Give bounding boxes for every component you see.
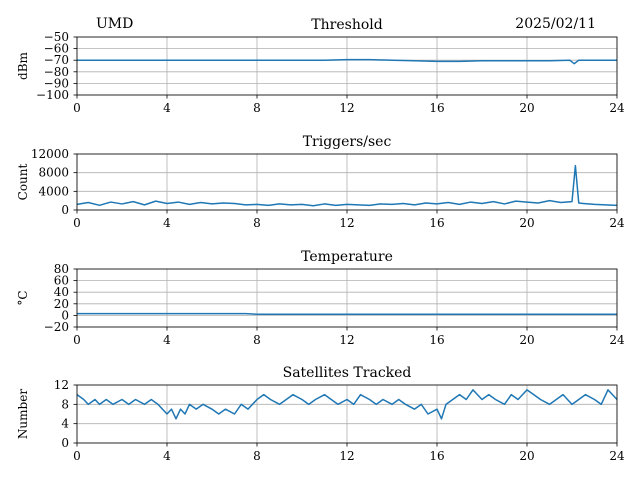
threshold-xtick-label-5: 20 [519,101,534,115]
satellites-xtick-label-0: 0 [73,449,81,463]
threshold-ytick-label-1: −90 [44,76,69,90]
triggers-xtick-label-6: 24 [609,216,625,230]
threshold-ytick-label-4: −60 [44,42,69,56]
triggers-xtick-label-5: 20 [519,216,534,230]
satellites-xtick-label-1: 4 [163,449,171,463]
threshold-ytick-label-2: −80 [44,65,69,79]
temperature-ytick-label-1: 0 [61,308,69,322]
triggers-ytick-label-3: 12000 [31,147,69,161]
satellites-ylabel: Number [16,389,30,439]
threshold-xtick-label-2: 8 [253,101,261,115]
temperature-ytick-label-0: −20 [44,320,69,334]
temperature-xtick-label-3: 12 [339,333,354,347]
satellites-xtick-label-6: 24 [609,449,625,463]
temperature-title: Temperature [301,249,393,265]
triggers-xtick-label-2: 8 [253,216,261,230]
threshold-xtick-label-3: 12 [339,101,354,115]
threshold-ylabel: dBm [16,51,30,80]
satellites-title: Satellites Tracked [283,365,412,381]
station-label: UMD [96,16,133,32]
threshold-xtick-label-0: 0 [73,101,81,115]
temperature-xtick-label-1: 4 [163,333,171,347]
temperature-ytick-label-2: 20 [54,297,69,311]
temperature-ytick-label-5: 80 [54,262,69,276]
satellites-series-line-0 [76,389,618,420]
temperature-xtick-label-2: 8 [253,333,261,347]
triggers-title: Triggers/sec [303,134,392,150]
threshold-ytick-label-5: −50 [44,30,69,44]
satellites-ytick-label-1: 4 [61,417,69,431]
temperature-ytick-label-3: 40 [54,285,69,299]
triggers-xtick-label-0: 0 [73,216,81,230]
date-label: 2025/02/11 [515,16,596,32]
temperature-xtick-label-0: 0 [73,333,81,347]
satellites-xtick-label-3: 12 [339,449,354,463]
threshold-xtick-label-1: 4 [163,101,171,115]
triggers-xtick-label-3: 12 [339,216,354,230]
threshold-xtick-label-6: 24 [609,101,625,115]
threshold-title: Threshold [311,17,382,33]
temperature-xtick-label-6: 24 [609,333,625,347]
temperature-series-line-0 [77,312,617,315]
satellites-xtick-label-5: 20 [519,449,534,463]
temperature-xtick-label-5: 20 [519,333,534,347]
triggers-xtick-label-4: 16 [429,216,444,230]
threshold-xtick-label-4: 16 [429,101,444,115]
satellites-ytick-label-2: 8 [61,397,69,411]
triggers-ytick-label-1: 4000 [38,184,69,198]
satellites-xtick-label-2: 8 [253,449,261,463]
satellites-xtick-label-4: 16 [429,449,444,463]
triggers-series-line-0 [76,164,618,207]
triggers-ylabel: Count [16,163,30,200]
satellites-ytick-label-3: 12 [54,378,69,392]
temperature-ytick-label-4: 60 [54,274,69,288]
temperature-xtick-label-4: 16 [429,333,444,347]
triggers-ytick-label-2: 8000 [38,166,69,180]
triggers-xtick-label-1: 4 [163,216,171,230]
threshold-ytick-label-0: −100 [36,88,69,102]
triggers-ytick-label-0: 0 [61,203,69,217]
temperature-ylabel: °C [16,290,30,305]
threshold-series-line-0 [77,58,617,65]
satellites-ytick-label-0: 0 [61,436,69,450]
threshold-ytick-label-3: −70 [44,53,69,67]
